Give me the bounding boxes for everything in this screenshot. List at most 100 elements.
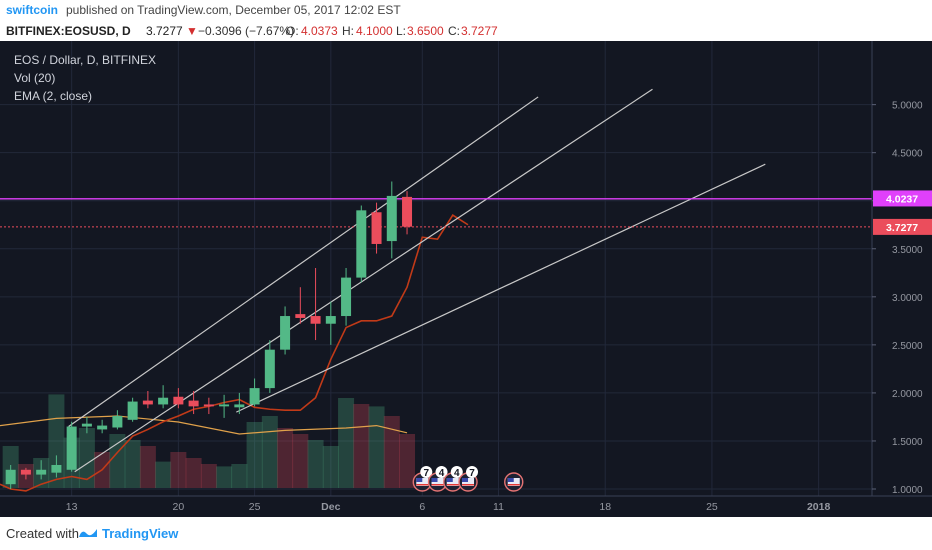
price-change: −0.3096 (−7.67%) xyxy=(198,24,295,38)
us-flag-canton xyxy=(416,478,423,482)
candle-body xyxy=(188,400,199,407)
legend-ema[interactable]: EMA (2, close) xyxy=(14,89,93,103)
candle-body xyxy=(264,349,275,389)
event-count: 7 xyxy=(469,468,475,479)
volume-bar xyxy=(200,464,217,488)
us-flag-canton xyxy=(462,478,469,482)
candle-body xyxy=(97,425,108,430)
candle-body xyxy=(158,397,169,405)
candle-body xyxy=(249,388,260,405)
time-tick-label: 2018 xyxy=(807,501,831,513)
volume-bar xyxy=(231,464,248,488)
tradingview-logo-icon xyxy=(79,529,97,537)
tradingview-link[interactable]: TradingView xyxy=(102,526,179,541)
time-tick-label: 11 xyxy=(493,501,504,513)
time-tick-label: Dec xyxy=(321,501,340,513)
candle-body xyxy=(51,464,62,473)
volume-bar xyxy=(216,466,233,488)
time-tick-label: 25 xyxy=(706,501,718,513)
candle-body xyxy=(386,195,397,242)
price-tick-label: 4.5000 xyxy=(892,149,923,160)
time-tick-label: 13 xyxy=(66,501,78,513)
price-axis: 5.00004.50004.00003.50003.00002.50002.00… xyxy=(871,41,932,496)
candle-body xyxy=(371,212,382,244)
legend-title[interactable]: EOS / Dollar, D, BITFINEX xyxy=(14,53,157,67)
volume-bar xyxy=(246,422,263,488)
candle-body xyxy=(295,314,306,318)
event-count: 4 xyxy=(454,468,460,479)
volume-bar xyxy=(338,398,355,488)
time-tick-label: 25 xyxy=(249,501,261,513)
volume-bar xyxy=(155,461,172,488)
trendline xyxy=(236,163,766,413)
price-tick-label: 3.5000 xyxy=(892,245,923,256)
legend-vol[interactable]: Vol (20) xyxy=(14,71,56,85)
created-with-label: Created with xyxy=(6,526,79,541)
trendline xyxy=(68,96,539,428)
candle-body xyxy=(20,469,31,475)
candle-body xyxy=(234,404,245,408)
high-label: H: xyxy=(342,24,354,38)
volume-bar xyxy=(109,434,126,488)
candle-body xyxy=(81,423,92,427)
candle-body xyxy=(127,401,138,420)
us-flag-canton xyxy=(507,478,514,482)
us-flag-stripe xyxy=(431,484,444,486)
candle-body xyxy=(5,469,16,485)
candle-body xyxy=(66,426,77,470)
candle-body xyxy=(325,316,336,324)
candle-body xyxy=(219,404,230,407)
ohlc-bar: BITFINEX:EOSUSD, D 3.7277 ▼ −0.3096 (−7.… xyxy=(0,22,932,41)
event-count-badge xyxy=(435,466,448,478)
event-count-badge xyxy=(450,466,463,478)
candle-body xyxy=(203,404,214,407)
event-count: 4 xyxy=(439,468,445,479)
candle-body xyxy=(310,316,321,324)
close-value: 3.7277 xyxy=(461,24,498,38)
event-count-badge xyxy=(466,466,479,478)
horizontal-lines xyxy=(0,198,872,228)
down-arrow-icon: ▼ xyxy=(186,24,198,38)
volume-bar xyxy=(185,458,202,488)
author-link[interactable]: swiftcoin xyxy=(6,3,59,17)
candles xyxy=(5,181,413,489)
event-count: 7 xyxy=(423,468,429,479)
grid xyxy=(0,41,872,496)
low-value: 3.6500 xyxy=(407,24,444,38)
us-flag-canton xyxy=(446,478,453,482)
volume-bar xyxy=(78,428,95,488)
price-tick-label: 5.0000 xyxy=(892,101,923,112)
symbol-label: BITFINEX:EOSUSD, D xyxy=(6,24,131,38)
price-tick-label: 1.0000 xyxy=(892,485,923,496)
volume-bar xyxy=(261,416,278,488)
volume-bar xyxy=(368,406,385,488)
price-tick-label: 2.0000 xyxy=(892,389,923,400)
volume-ma xyxy=(0,415,408,435)
low-label: L: xyxy=(396,24,407,38)
us-flag-stripe xyxy=(462,484,475,486)
open-value: 4.0373 xyxy=(301,24,338,38)
us-flag-canton xyxy=(431,478,438,482)
time-tick-label: 18 xyxy=(599,501,611,513)
volume-bar xyxy=(292,434,309,488)
volume-bar xyxy=(139,446,156,488)
candle-body xyxy=(341,277,352,317)
volume-bar xyxy=(399,434,416,488)
us-flag-stripe xyxy=(446,484,459,486)
candle-body xyxy=(402,196,413,227)
ema-line xyxy=(0,214,469,492)
candle-body xyxy=(356,210,367,278)
publish-bar: swiftcoin published on TradingView.com, … xyxy=(0,0,932,22)
volume-bar xyxy=(383,416,400,488)
trendline xyxy=(74,88,653,473)
legend: EOS / Dollar, D, BITFINEX Vol (20) EMA (… xyxy=(14,51,156,105)
us-flag-stripe xyxy=(507,484,520,486)
publish-info: published on TradingView.com, December 0… xyxy=(66,3,401,17)
candle-body xyxy=(142,400,153,405)
last-price: 3.7277 xyxy=(146,24,183,38)
volume-bar xyxy=(307,440,324,488)
high-value: 4.1000 xyxy=(356,24,393,38)
